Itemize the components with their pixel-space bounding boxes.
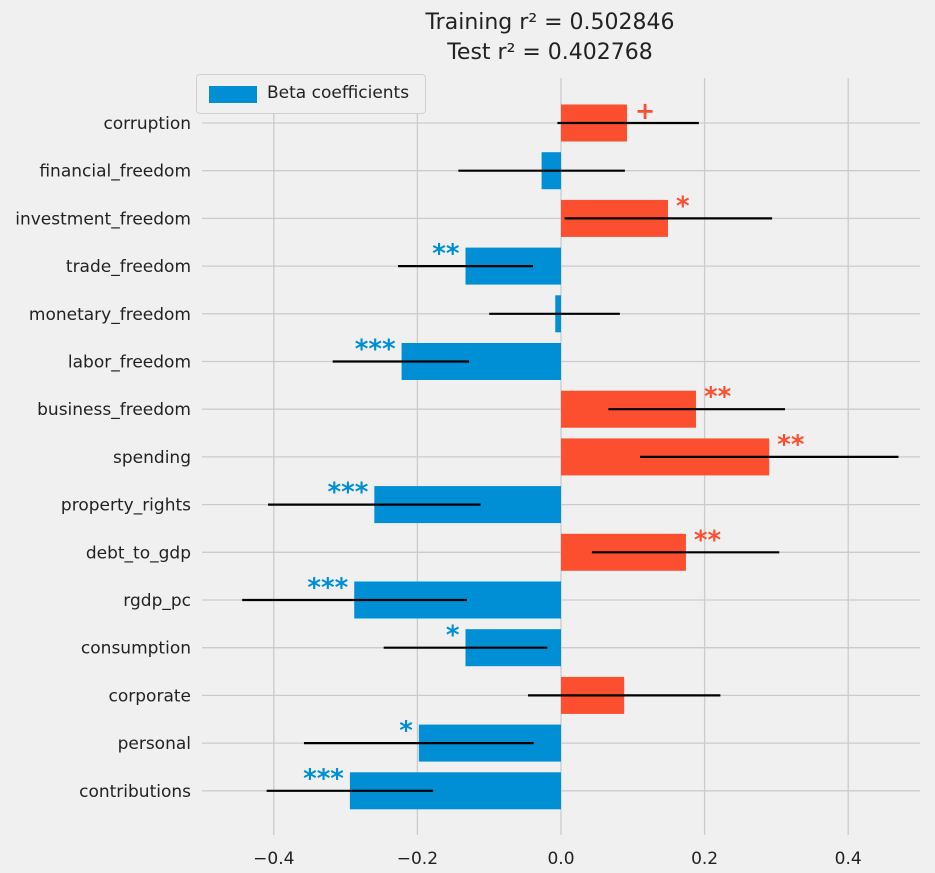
significance-marker: ***	[303, 764, 344, 794]
y-tick-label: consumption	[81, 639, 191, 659]
x-tick-label: −0.4	[253, 849, 294, 869]
y-tick-label: contributions	[79, 782, 191, 802]
significance-marker: **	[694, 525, 722, 555]
chart-title-test: Test r² = 0.402768	[447, 40, 653, 65]
y-tick-label: debt_to_gdp	[86, 543, 191, 563]
significance-marker: *	[446, 621, 460, 651]
y-tick-label: spending	[113, 448, 191, 468]
significance-marker: *	[676, 191, 690, 221]
y-tick-label: monetary_freedom	[29, 305, 191, 325]
y-tick-label: property_rights	[61, 496, 191, 516]
chart-title-training: Training r² = 0.502846	[425, 10, 675, 35]
significance-marker: ***	[328, 478, 369, 508]
y-tick-label: business_freedom	[37, 400, 191, 420]
significance-marker: **	[432, 239, 460, 269]
x-tick-label: −0.2	[397, 849, 438, 869]
significance-marker: +	[635, 97, 655, 125]
significance-marker: *	[399, 716, 413, 746]
y-tick-label: rgdp_pc	[123, 591, 191, 611]
x-tick-label: 0.2	[691, 849, 718, 869]
y-tick-label: personal	[118, 734, 191, 754]
x-tick-label: 0.0	[547, 849, 574, 869]
x-tick-label: 0.4	[835, 849, 862, 869]
legend-label: Beta coefficients	[267, 83, 410, 103]
significance-marker: **	[704, 382, 732, 412]
y-tick-label: corruption	[103, 114, 191, 134]
y-tick-label: financial_freedom	[39, 162, 191, 182]
legend-swatch	[209, 86, 257, 103]
y-tick-label: corporate	[109, 686, 191, 706]
significance-marker: **	[777, 430, 805, 460]
y-tick-label: investment_freedom	[15, 209, 191, 229]
y-tick-label: trade_freedom	[66, 257, 191, 277]
y-tick-label: labor_freedom	[68, 353, 191, 373]
significance-marker: ***	[307, 573, 348, 603]
significance-marker: ***	[355, 335, 396, 365]
chart-legend: Beta coefficients	[196, 74, 426, 114]
